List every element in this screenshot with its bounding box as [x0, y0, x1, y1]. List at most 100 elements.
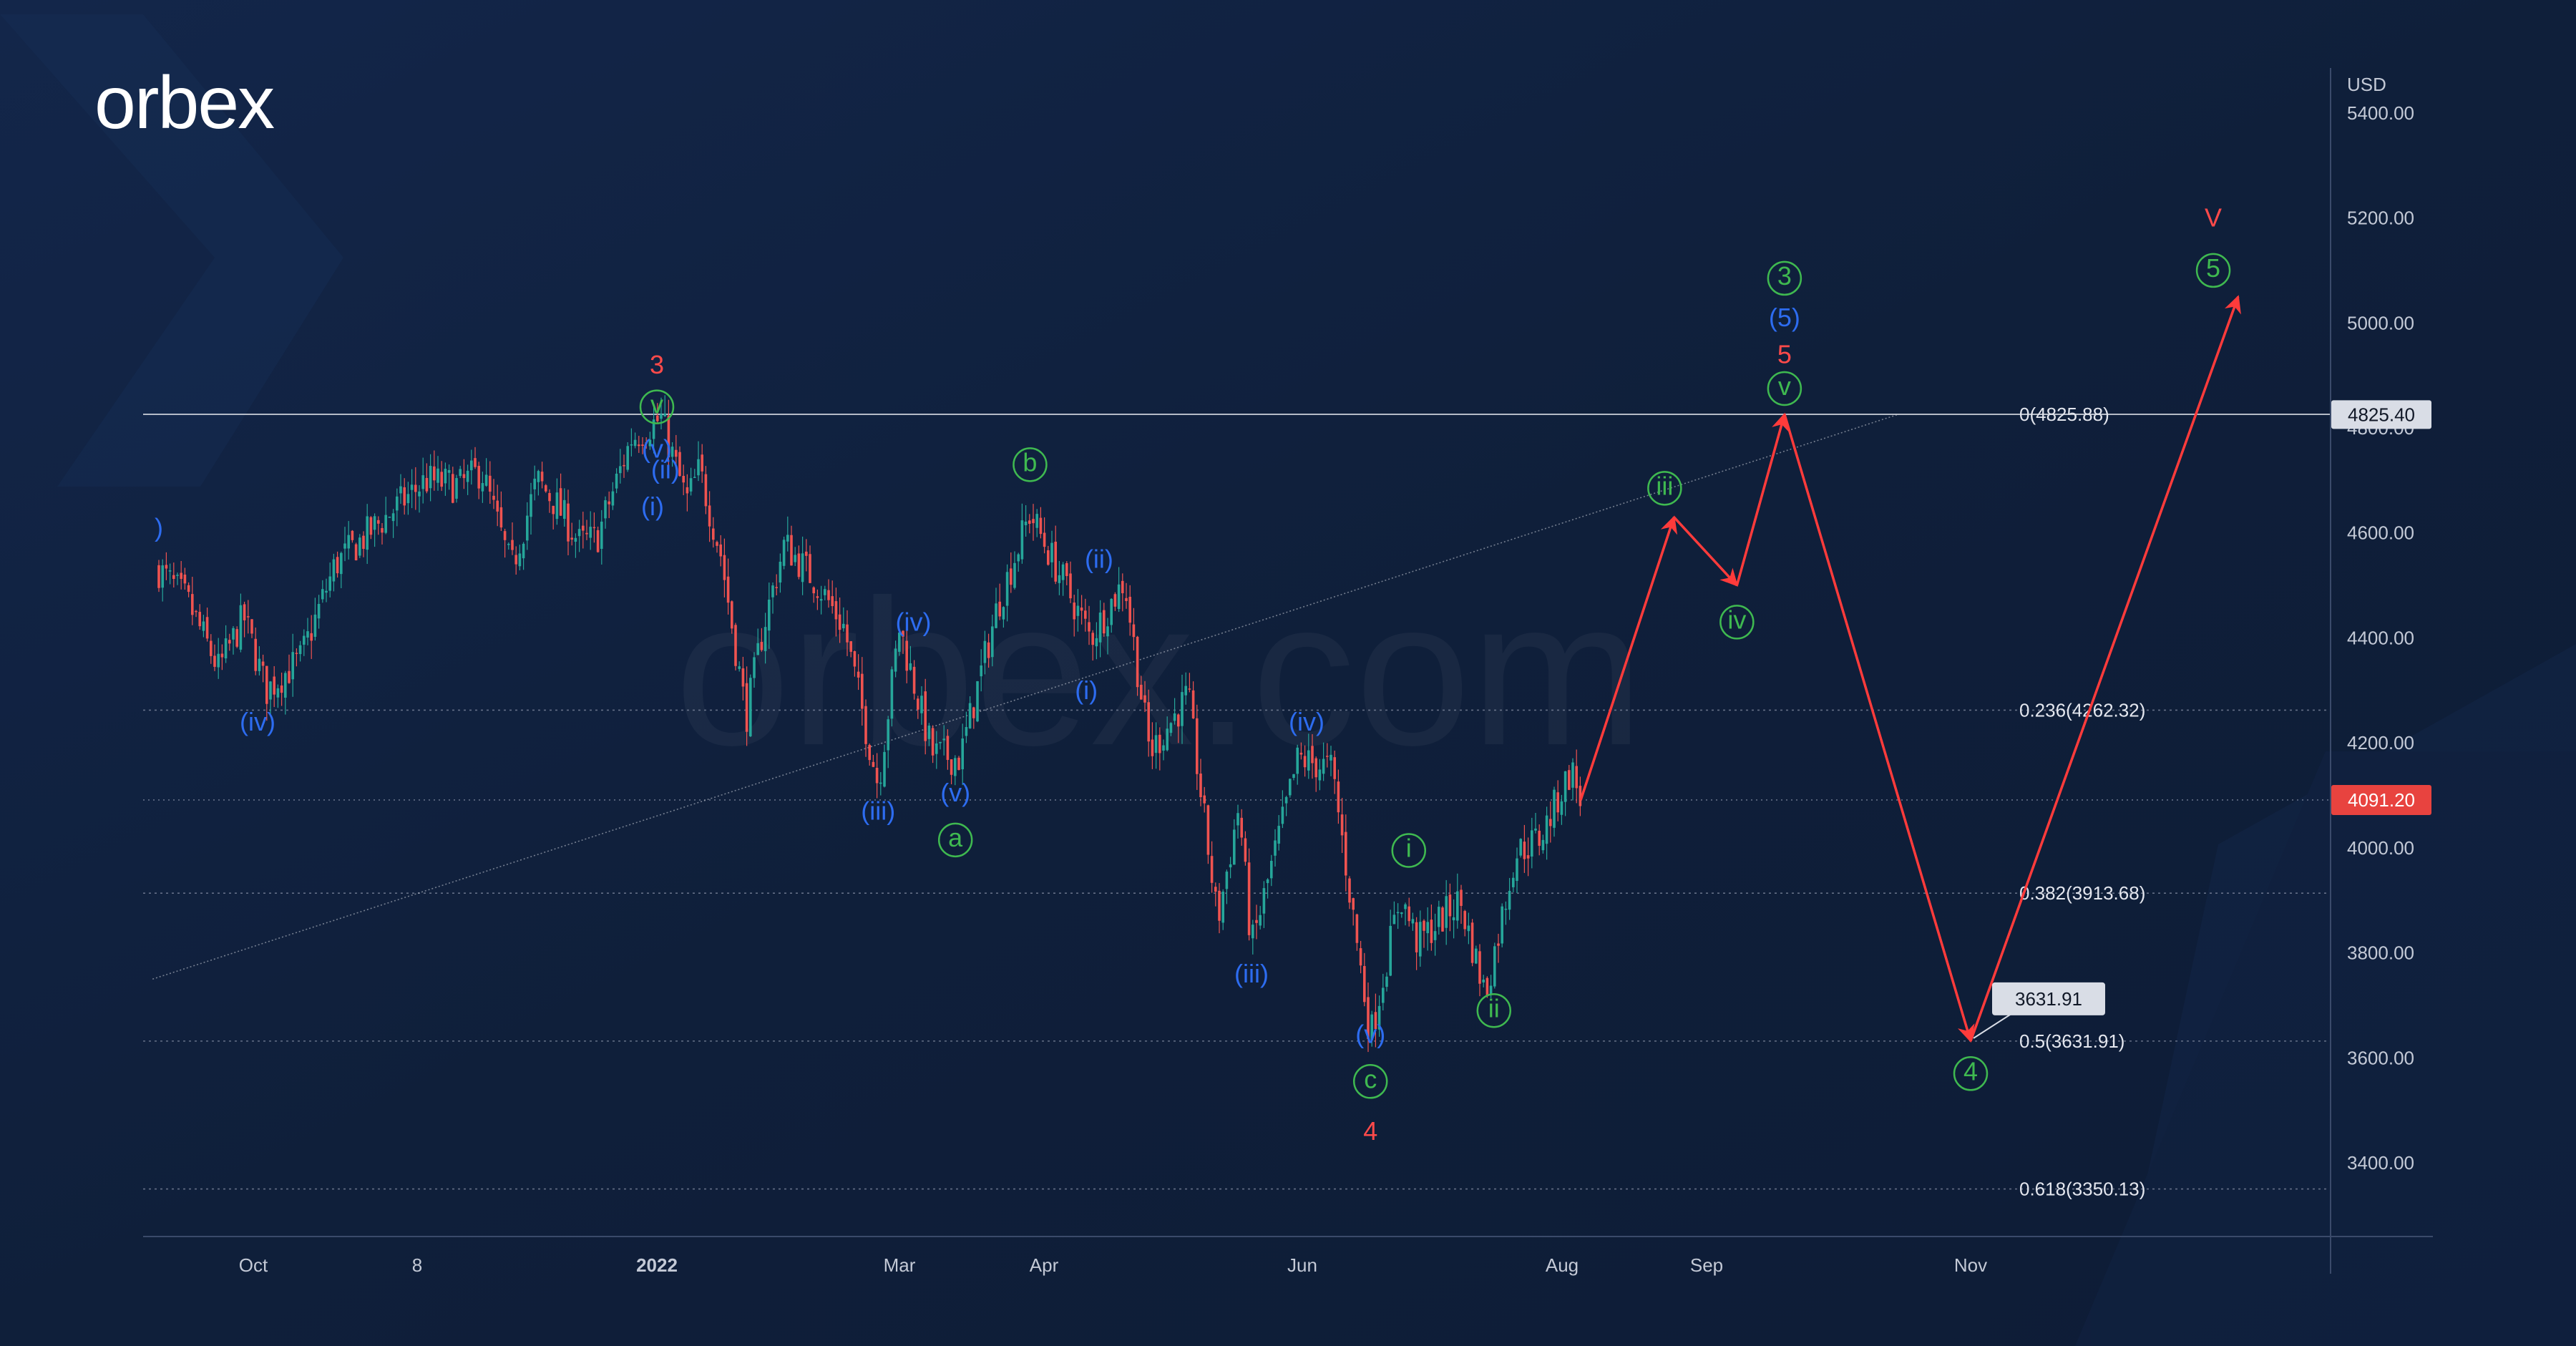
- fib-level-label: 0.618(3350.13): [2019, 1179, 2145, 1200]
- candle-body: [838, 614, 841, 630]
- candle-body: [265, 665, 268, 704]
- wave-label: ii: [1488, 993, 1500, 1023]
- candle-body: [1560, 801, 1563, 815]
- candle-body: [1061, 564, 1065, 580]
- candle-body: [961, 738, 964, 770]
- candle-body: [831, 596, 834, 607]
- candle-body: [1229, 864, 1232, 868]
- candle-body: [1568, 770, 1571, 790]
- candle-body: [954, 758, 957, 776]
- fib-level-label: 0.5(3631.91): [2019, 1030, 2124, 1052]
- candle-body: [1531, 830, 1533, 857]
- y-axis-tick: 5000.00: [2347, 312, 2414, 333]
- candle-body: [1028, 520, 1031, 525]
- candle-body: [317, 603, 321, 619]
- candle-body: [983, 640, 987, 663]
- candle-body: [675, 449, 678, 457]
- candle-body: [477, 466, 480, 489]
- candle-body: [1065, 563, 1068, 577]
- candle-body: [861, 673, 864, 709]
- wave-label: (5): [1769, 303, 1800, 332]
- candle-body: [1289, 779, 1292, 796]
- candle-body: [1058, 575, 1061, 583]
- candle-body: [1098, 613, 1102, 643]
- candle-body: [1322, 759, 1325, 774]
- candle-body: [559, 488, 562, 516]
- wave-label: V: [2205, 203, 2222, 233]
- candle-body: [1475, 948, 1478, 964]
- current-price-badge-text: 4091.20: [2348, 789, 2415, 811]
- candle-body: [1430, 920, 1433, 943]
- candle-body: [1400, 912, 1403, 915]
- y-axis-tick: 3600.00: [2347, 1047, 2414, 1068]
- candle-body: [1363, 966, 1366, 1003]
- candle-body: [648, 439, 652, 447]
- candle-body: [931, 728, 935, 756]
- candle-body: [1035, 514, 1038, 528]
- candle-body: [756, 643, 759, 655]
- candle-body: [797, 553, 801, 577]
- candle-body: [1367, 997, 1370, 1039]
- candle-body: [280, 685, 283, 693]
- candle-body: [1493, 946, 1496, 987]
- candle-body: [1054, 542, 1057, 582]
- candle-body: [202, 621, 205, 631]
- projection-segment: [1673, 516, 1739, 587]
- candle-body: [1426, 922, 1429, 934]
- candle-body: [1348, 878, 1351, 903]
- candle-body: [741, 668, 745, 687]
- candle-body: [619, 466, 622, 474]
- candle-body: [1303, 756, 1307, 768]
- candle-body: [403, 487, 406, 506]
- candle-body: [1333, 757, 1336, 779]
- candle-body: [1169, 723, 1173, 733]
- candle-body: [165, 565, 168, 569]
- candle-body: [239, 605, 243, 650]
- candle-body: [723, 555, 726, 580]
- candle-body: [1076, 605, 1080, 616]
- candle-body: [452, 474, 454, 503]
- wave-label: (iv): [1289, 707, 1324, 736]
- candle-body: [343, 543, 346, 549]
- candle-body: [514, 555, 517, 565]
- candle-body: [1199, 774, 1202, 798]
- candle-body: [991, 626, 994, 658]
- wave-label-circle: [2195, 253, 2231, 288]
- candle-body: [172, 575, 175, 580]
- candle-body: [1117, 584, 1121, 610]
- candle-body: [1206, 805, 1210, 855]
- candle-body: [623, 464, 625, 467]
- candle-body: [310, 633, 313, 641]
- candle-body: [924, 691, 927, 741]
- candle-body: [1013, 562, 1016, 588]
- candle-body: [686, 487, 689, 494]
- wave-label: 4: [1363, 1116, 1377, 1146]
- candle-body: [548, 493, 551, 502]
- candle-body: [1143, 695, 1146, 703]
- candle-body: [1240, 817, 1243, 838]
- candle-body: [176, 575, 179, 576]
- y-axis-tick: 4600.00: [2347, 522, 2414, 544]
- x-axis-tick: 2022: [636, 1254, 678, 1276]
- candle-body: [1140, 684, 1143, 700]
- candle-body: [1262, 888, 1266, 914]
- candle-body: [284, 673, 287, 698]
- candle-body: [157, 565, 160, 588]
- target-callout: [1992, 982, 2105, 1015]
- candle-body: [667, 415, 670, 458]
- candle-body: [303, 635, 306, 645]
- candle-body: [306, 631, 309, 638]
- candle-body: [462, 474, 466, 479]
- wave-label-circle: [1647, 471, 1682, 506]
- candle-body: [596, 530, 600, 552]
- candle-body: [753, 657, 756, 678]
- candle-body: [336, 557, 339, 574]
- wave-label: (ii): [1085, 544, 1113, 573]
- fibonacci-grid: 0(4825.88) 0.236(4262.32) 0.382(3913.68) 0.…: [143, 404, 2331, 1200]
- wave-label: 5: [1777, 339, 1792, 369]
- candle-body: [1452, 917, 1455, 921]
- candle-body: [697, 459, 700, 476]
- fib-level-label: 0.382(3913.68): [2019, 882, 2145, 904]
- level-badge: [2331, 400, 2431, 429]
- candle-body: [1396, 912, 1400, 914]
